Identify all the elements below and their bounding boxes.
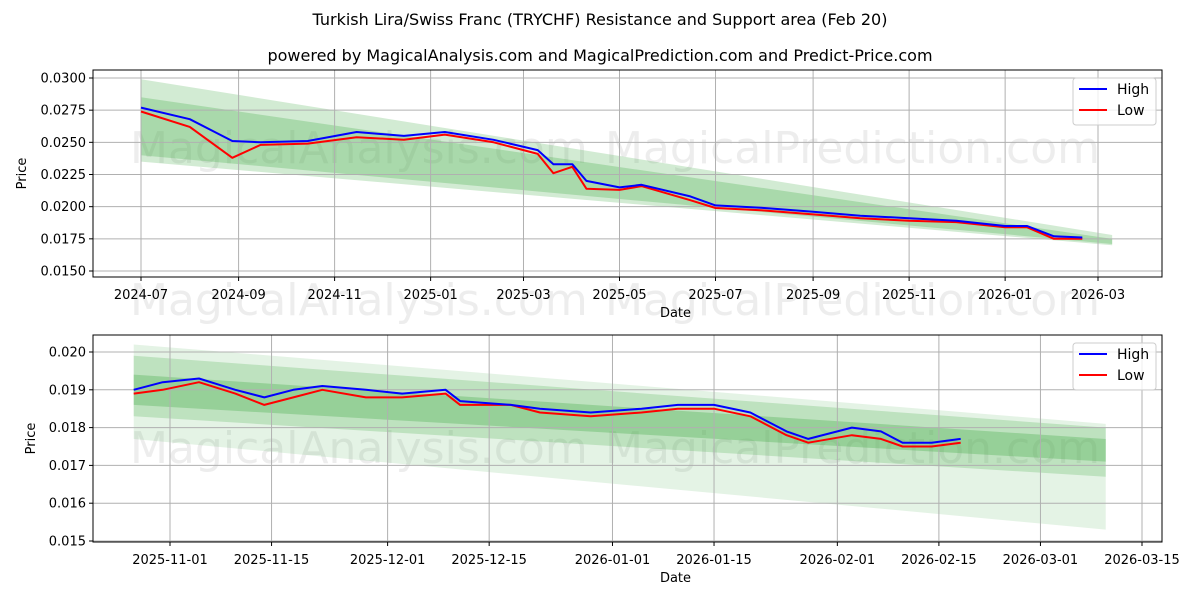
x-tick-label: 2026-02-15: [901, 553, 977, 568]
support-resistance-band: [133, 355, 1106, 477]
y-tick-label: 0.018: [49, 421, 86, 436]
x-tick-label: 2025-11: [882, 288, 936, 303]
y-tick-label: 0.0175: [41, 232, 87, 247]
chart-subtitle: powered by MagicalAnalysis.com and Magic…: [267, 46, 933, 65]
x-tick-label: 2025-11-15: [234, 553, 310, 568]
watermark-text: MagicalPrediction.com: [605, 123, 1100, 174]
support-resistance-band: [141, 79, 1113, 246]
y-tick-label: 0.0250: [41, 136, 87, 151]
watermark-text: MagicalAnalysis.com: [130, 275, 588, 326]
x-tick-label: 2025-01: [403, 288, 457, 303]
y-tick-label: 0.016: [49, 497, 86, 512]
legend-high-label: High: [1117, 82, 1149, 98]
x-tick-label: 2025-03: [496, 288, 550, 303]
legend-low-label: Low: [1117, 368, 1145, 384]
x-tick-label: 2025-12-15: [451, 553, 527, 568]
watermark-text: MagicalPrediction.com: [605, 275, 1100, 326]
y-tick-label: 0.019: [49, 383, 86, 398]
x-tick-label: 2026-03: [1071, 288, 1125, 303]
x-tick-label: 2024-09: [211, 288, 265, 303]
y-tick-label: 0.020: [49, 346, 86, 361]
series-line-low: [133, 381, 961, 448]
x-tick-label: 2024-07: [114, 288, 168, 303]
x-axis-label: Date: [660, 571, 691, 586]
y-tick-label: 0.0225: [41, 168, 87, 183]
x-axis-label: Date: [660, 306, 691, 321]
x-tick-label: 2025-05: [592, 288, 646, 303]
y-tick-label: 0.0275: [41, 104, 87, 119]
series-line-high: [140, 106, 1083, 239]
x-tick-label: 2026-03-01: [1003, 553, 1079, 568]
x-tick-label: 2025-11-01: [132, 553, 208, 568]
legend-high-label: High: [1117, 347, 1149, 363]
x-tick-label: 2025-07: [688, 288, 742, 303]
x-tick-label: 2025-09: [786, 288, 840, 303]
y-axis-label: Price: [24, 423, 39, 455]
axes-frame: [92, 334, 1163, 543]
y-tick-label: 0.015: [49, 535, 86, 550]
chart-title: Turkish Lira/Swiss Franc (TRYCHF) Resist…: [312, 10, 888, 29]
chart-panel-1: MagicalAnalysis.com MagicalPrediction.com…: [15, 69, 1163, 326]
x-tick-label: 2026-01-01: [575, 553, 651, 568]
y-tick-label: 0.0300: [41, 72, 87, 87]
x-tick-label: 2024-11: [307, 288, 361, 303]
y-tick-label: 0.0150: [41, 265, 87, 280]
series-line-high: [133, 377, 961, 444]
x-tick-label: 2026-01: [978, 288, 1032, 303]
x-tick-label: 2026-03-15: [1104, 553, 1180, 568]
y-tick-label: 0.0200: [41, 200, 87, 215]
series-line-low: [140, 110, 1083, 240]
x-tick-label: 2025-12-01: [350, 553, 426, 568]
y-axis-label: Price: [15, 158, 30, 190]
axes-frame: [92, 69, 1163, 278]
y-tick-label: 0.017: [49, 459, 86, 474]
chart-panel-2: MagicalAnalysis.com MagicalPrediction.com…: [24, 334, 1180, 586]
x-tick-label: 2026-02-01: [800, 553, 876, 568]
legend-low-label: Low: [1117, 103, 1145, 119]
x-tick-label: 2026-01-15: [676, 553, 752, 568]
